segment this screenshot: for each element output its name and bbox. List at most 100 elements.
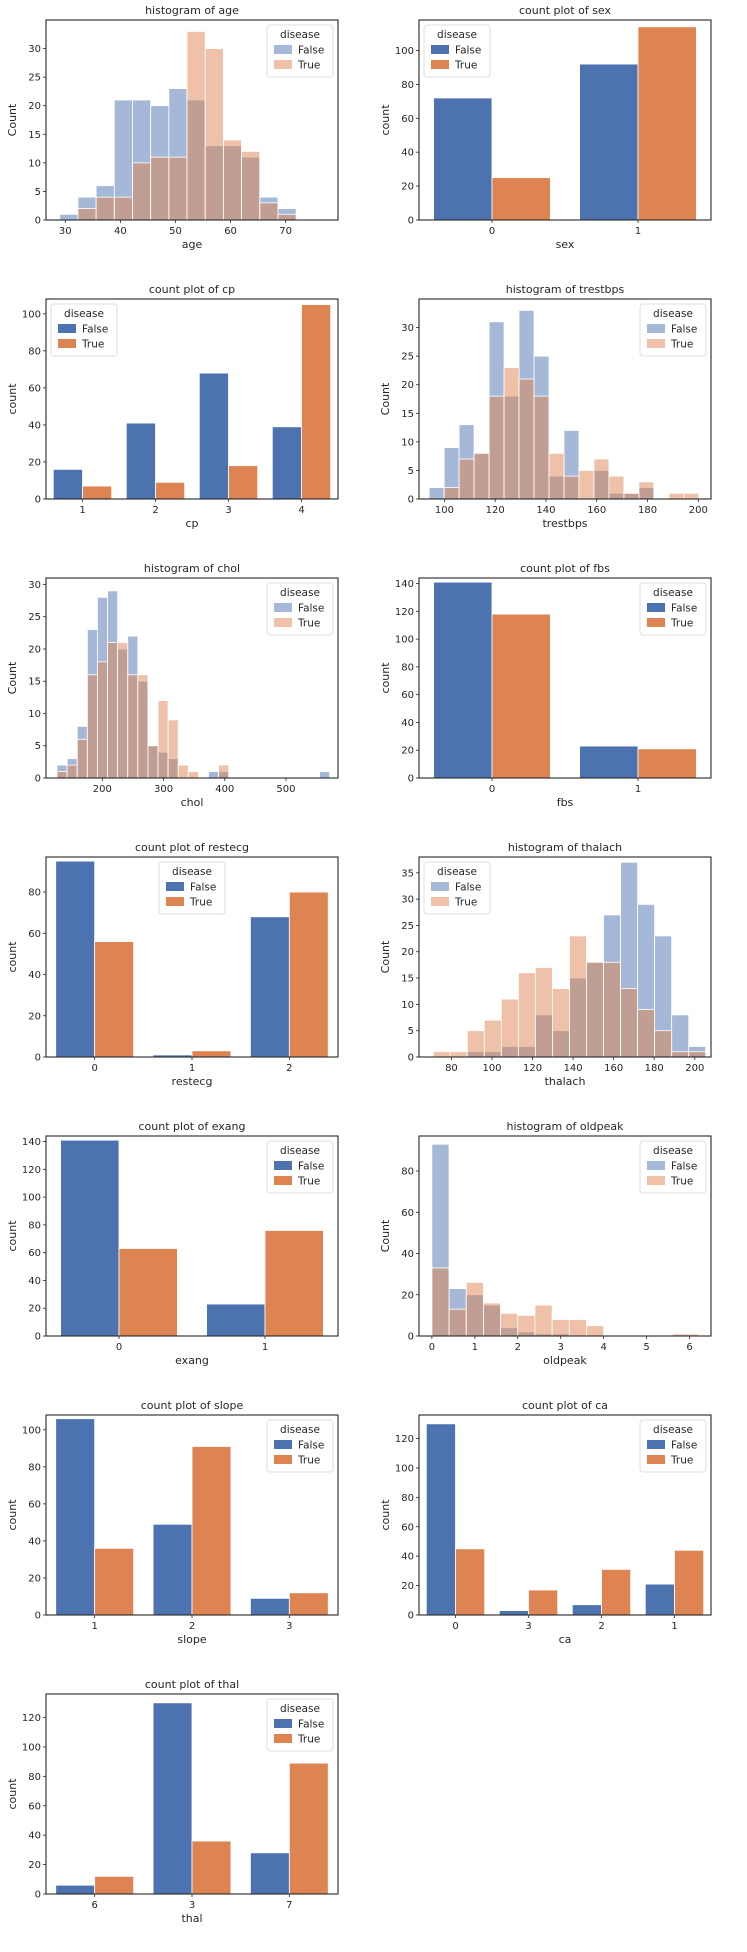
y-axis-label: count	[379, 1499, 392, 1531]
hist-bar	[517, 1314, 536, 1337]
y-tick-label: 100	[395, 46, 414, 57]
y-tick-label: 60	[28, 1248, 41, 1259]
hist-bar	[608, 475, 625, 500]
legend-swatch	[647, 339, 665, 348]
legend-label: False	[298, 1161, 324, 1173]
plot-area	[59, 31, 297, 221]
chart-svg: 200 300 400 500 0 5 10 15 20 25 30 histogram of cho…	[6, 562, 339, 809]
x-tick-label: 1	[472, 1342, 478, 1353]
bar	[249, 1597, 290, 1616]
legend-title: disease	[437, 866, 477, 878]
y-tick-label: 60	[401, 1208, 414, 1219]
hist-bar	[671, 1051, 690, 1058]
legend: disease False True	[639, 303, 707, 357]
x-tick-label: 200	[685, 1063, 704, 1074]
legend-swatch	[431, 882, 449, 891]
legend-title: disease	[280, 1424, 320, 1436]
y-tick-label: 60	[28, 1499, 41, 1510]
y-tick-label: 60	[401, 690, 414, 701]
y-tick-label: 40	[401, 1552, 414, 1563]
legend: disease False True	[423, 861, 491, 915]
hist-bar	[448, 1308, 467, 1337]
y-tick-label: 140	[395, 579, 414, 590]
chart-panel: 0 1 2 0 20 40 60 80 count plot of restecg restecg…	[0, 837, 339, 1115]
x-tick-label: 2	[152, 505, 158, 516]
bar	[637, 748, 697, 779]
plot-area	[425, 1423, 705, 1616]
legend-label: True	[189, 897, 212, 909]
chart-svg: 80 100 120 140 160 180 200 0 5 10 15 20 25 30 35 histog…	[379, 841, 712, 1088]
legend-label: True	[670, 618, 693, 630]
bar	[60, 1139, 120, 1337]
x-axis-label: cp	[185, 517, 198, 530]
hist-bar	[563, 475, 580, 500]
hist-bar	[603, 961, 621, 1058]
legend-label: True	[297, 60, 320, 72]
hist-bar	[620, 988, 638, 1058]
hist-bar	[432, 1051, 451, 1058]
x-tick-label: 500	[276, 784, 295, 795]
legend-label: False	[671, 1161, 697, 1173]
x-tick-label: 50	[169, 226, 182, 237]
y-tick-label: 60	[401, 1522, 414, 1533]
chart-panel: 30 40 50 60 70 0 5 10 15 20 25 30 histogram of age ag…	[0, 0, 339, 278]
legend-label: False	[298, 1719, 324, 1731]
hist-bar	[466, 1030, 485, 1058]
chart-title: histogram of thalach	[508, 841, 622, 854]
x-axis-label: thalach	[545, 1075, 586, 1088]
bar	[198, 372, 229, 500]
legend-swatch	[166, 897, 184, 906]
hist-bar	[593, 458, 610, 500]
x-tick-label: 0	[116, 1342, 122, 1353]
hist-bar	[586, 961, 604, 1058]
bar	[228, 465, 259, 500]
hist-bar	[241, 151, 261, 221]
legend-label: False	[455, 882, 481, 894]
y-tick-label: 0	[35, 1332, 41, 1343]
legend-swatch	[647, 324, 665, 333]
y-axis-label: count	[6, 941, 19, 973]
y-tick-label: 80	[28, 1220, 41, 1231]
y-axis-label: Count	[379, 1219, 392, 1252]
bar	[125, 422, 156, 500]
bar	[288, 891, 329, 1058]
y-tick-label: 60	[28, 383, 41, 394]
hist-bar	[168, 156, 188, 221]
bar	[191, 1840, 232, 1895]
x-axis-label: thal	[181, 1912, 202, 1925]
y-tick-label: 5	[408, 1026, 414, 1037]
legend-swatch	[647, 603, 665, 612]
y-axis-label: count	[379, 662, 392, 694]
legend-swatch	[274, 603, 292, 612]
legend: disease False True	[639, 1140, 707, 1194]
x-tick-label: 0	[489, 784, 495, 795]
y-tick-label: 100	[22, 1425, 41, 1436]
y-tick-label: 20	[28, 101, 41, 112]
bar	[82, 485, 113, 500]
hist-bar	[578, 470, 595, 500]
hist-bar	[97, 661, 108, 779]
x-tick-label: 1	[635, 784, 641, 795]
axes-frame	[45, 1693, 339, 1895]
y-tick-label: 100	[395, 635, 414, 646]
axes-frame	[418, 856, 712, 1058]
legend-swatch	[166, 882, 184, 891]
x-tick-label: 4	[298, 505, 304, 516]
legend-label: True	[454, 60, 477, 72]
axes-frame	[418, 1414, 712, 1616]
chart-panel: 0 1 2 3 4 5 6 0 20 40 60 80 histogram of oldpeak oldp…	[373, 1116, 712, 1394]
bar	[498, 1610, 529, 1616]
hist-bar	[187, 771, 199, 779]
chart-panel: 80 100 120 140 160 180 200 0 5 10 15 20 25 30 35 histog…	[373, 837, 712, 1115]
hist-bar	[668, 492, 685, 500]
legend-swatch	[431, 45, 449, 54]
hist-bar	[56, 771, 68, 779]
legend: disease False True	[423, 24, 491, 78]
x-axis-label: restecg	[172, 1075, 213, 1088]
chart-svg: 1 2 3 0 20 40 60 80 100 count plot of slope slope c…	[6, 1399, 339, 1646]
hist-bar	[132, 162, 152, 221]
hist-bar	[623, 492, 640, 500]
hist-bar	[59, 213, 79, 221]
